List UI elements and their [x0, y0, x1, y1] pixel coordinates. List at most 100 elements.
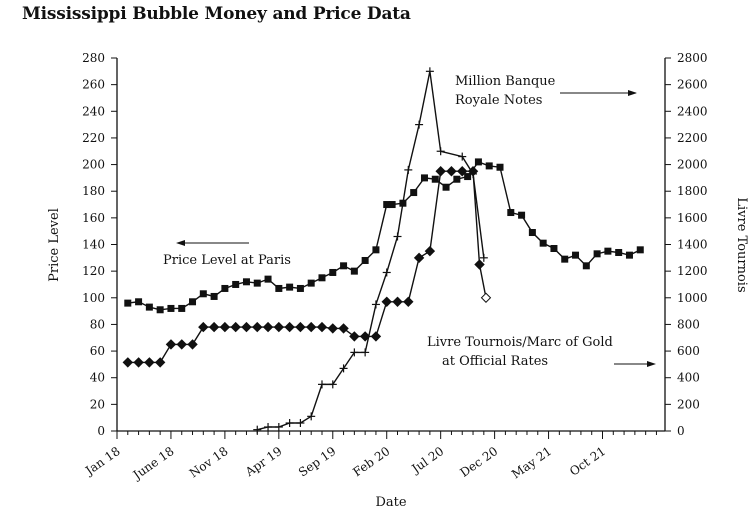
data-point-square — [383, 201, 391, 209]
data-point-diamond — [424, 245, 436, 257]
data-point-diamond — [262, 321, 274, 333]
y-tick-label-right: 2400 — [677, 104, 708, 118]
data-point-square — [275, 284, 283, 292]
data-point-diamond — [349, 331, 360, 342]
data-point-diamond — [165, 339, 177, 350]
x-tick-label: Apr 19 — [242, 444, 285, 480]
y-tick-label-right: 200 — [677, 397, 700, 411]
x-tick-label: Jul 20 — [408, 444, 447, 477]
y-tick-label-left: 120 — [82, 264, 105, 278]
y-tick-label-right: 600 — [677, 344, 700, 358]
x-axis-title: Date — [375, 495, 406, 510]
y-axis-title-right: Livre Tournois — [734, 197, 749, 292]
data-point-diamond — [327, 323, 338, 334]
data-point-square — [507, 209, 515, 217]
data-point-square — [135, 298, 143, 306]
y-tick-label-left: 160 — [82, 211, 105, 225]
y-tick-label-right: 0 — [677, 424, 685, 438]
data-point-square — [539, 239, 547, 247]
data-point-square — [221, 284, 229, 292]
x-tick-label: Nov 18 — [187, 444, 231, 480]
data-point-square — [388, 201, 396, 209]
x-tick-label: June 18 — [129, 444, 177, 483]
data-point-diamond — [273, 321, 285, 333]
y-tick-label-right: 1400 — [677, 238, 708, 252]
data-point-square — [518, 211, 526, 219]
data-point-diamond — [413, 252, 425, 264]
data-point-square — [318, 274, 326, 282]
data-point-diamond — [381, 296, 392, 307]
y-tick-label-right: 800 — [677, 317, 700, 331]
y-tick-label-right: 1600 — [677, 211, 708, 225]
data-point-square — [431, 175, 439, 183]
x-tick-label: Oct 21 — [567, 444, 608, 479]
data-point-diamond — [154, 357, 166, 368]
y-tick-label-right: 2200 — [677, 131, 708, 145]
data-point-square — [145, 303, 153, 311]
y-tick-label-right: 1200 — [677, 264, 708, 278]
data-point-diamond — [230, 321, 241, 333]
data-point-square — [593, 250, 601, 258]
series-line — [127, 161, 641, 311]
data-point-plus — [296, 419, 305, 428]
annotation-notes-line2: Royale Notes — [455, 93, 542, 108]
data-point-plus — [382, 268, 391, 277]
data-point-diamond — [187, 339, 198, 350]
data-point-plus — [371, 300, 380, 309]
y-tick-label-left: 20 — [90, 397, 105, 411]
data-point-plus — [285, 419, 294, 428]
y-tick-label-right: 2600 — [677, 78, 708, 92]
y-tick-label-left: 140 — [82, 238, 105, 252]
y-tick-label-left: 40 — [90, 371, 105, 385]
y-tick-label-left: 60 — [90, 344, 105, 358]
data-point-diamond — [392, 296, 403, 307]
data-point-diamond — [480, 292, 492, 303]
data-point-plus — [436, 147, 445, 156]
data-point-diamond — [446, 166, 457, 177]
data-point-square — [296, 284, 304, 292]
data-point-square — [340, 262, 348, 270]
data-point-square — [453, 175, 461, 183]
data-point-plus — [479, 253, 488, 262]
data-point-plus — [415, 120, 424, 129]
data-point-square — [167, 304, 175, 312]
x-tick-label: May 21 — [509, 444, 554, 481]
data-point-plus — [361, 348, 370, 357]
data-point-square — [485, 162, 493, 170]
data-point-square — [199, 290, 207, 298]
y-axis-title-left: Price Level — [47, 208, 62, 282]
data-point-diamond — [133, 357, 144, 368]
annotation-gold-line1: Livre Tournois/Marc of Gold — [427, 335, 613, 350]
data-point-diamond — [316, 321, 328, 333]
data-point-square — [156, 306, 164, 314]
data-point-plus — [274, 423, 283, 432]
data-point-square — [625, 251, 633, 259]
data-point-square — [572, 251, 580, 259]
x-tick-label: Dec 20 — [457, 444, 500, 480]
data-point-plus — [425, 67, 434, 76]
data-point-square — [350, 267, 358, 275]
series-square — [124, 158, 644, 314]
data-point-diamond — [144, 357, 155, 368]
data-point-diamond — [305, 321, 317, 333]
y-tick-label-left: 220 — [82, 131, 105, 145]
data-point-diamond — [474, 259, 485, 270]
y-tick-label-right: 400 — [677, 371, 700, 385]
x-tick-label: Sep 19 — [296, 444, 339, 480]
y-tick-label-left: 280 — [82, 51, 105, 65]
data-point-square — [528, 229, 536, 237]
data-point-square — [124, 299, 132, 307]
data-point-plus — [307, 412, 316, 421]
data-point-plus — [350, 348, 359, 357]
annotation-gold-line2: at Official Rates — [442, 354, 548, 369]
arrow-right-icon — [614, 361, 656, 367]
arrow-left-icon — [176, 240, 249, 246]
y-tick-label-right: 2800 — [677, 51, 708, 65]
x-tick-label: Jan 18 — [81, 444, 122, 479]
data-point-diamond — [219, 321, 231, 333]
y-tick-label-left: 180 — [82, 184, 105, 198]
y-tick-label-left: 100 — [82, 291, 105, 305]
data-point-diamond — [359, 331, 371, 342]
data-point-diamond — [284, 321, 295, 333]
